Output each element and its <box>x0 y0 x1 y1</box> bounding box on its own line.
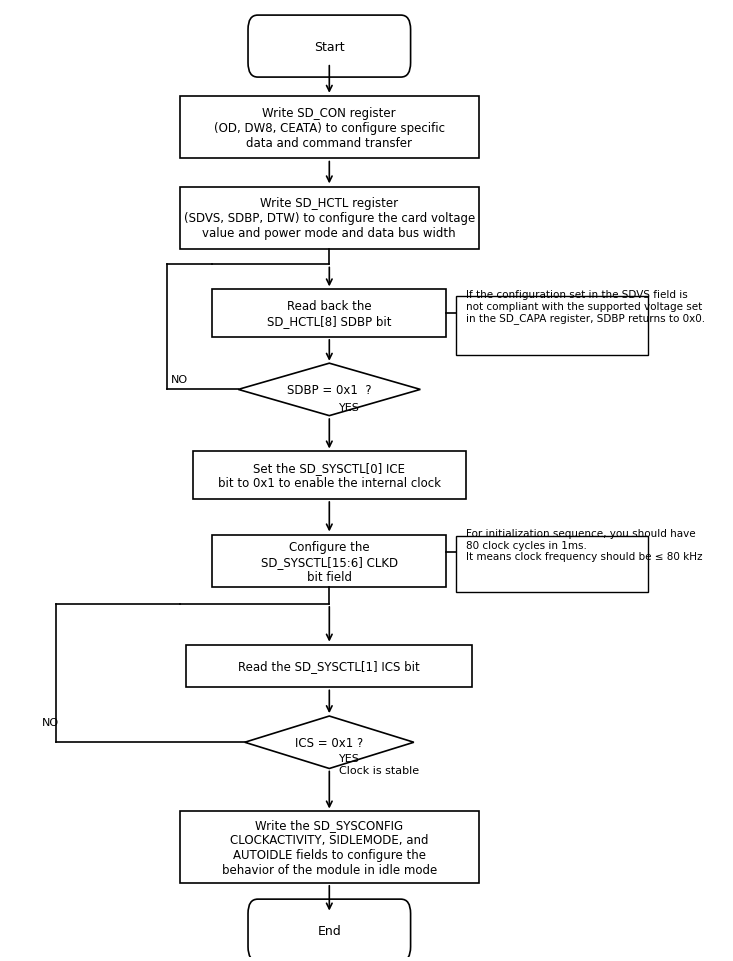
Bar <box>180 97 479 159</box>
Bar <box>186 645 472 688</box>
Text: YES: YES <box>339 753 360 764</box>
Text: Clock is stable: Clock is stable <box>339 765 419 776</box>
Text: ICS = 0x1 ?: ICS = 0x1 ? <box>295 736 364 749</box>
Text: Configure the
SD_SYSCTL[15:6] CLKD
bit field: Configure the SD_SYSCTL[15:6] CLKD bit f… <box>261 540 398 583</box>
Text: For initialization sequence, you should have
80 clock cycles in 1ms.
It means cl: For initialization sequence, you should … <box>466 529 702 562</box>
Text: NO: NO <box>42 718 59 727</box>
Bar <box>213 535 446 588</box>
Bar <box>456 297 648 356</box>
Text: Read back the
SD_HCTL[8] SDBP bit: Read back the SD_HCTL[8] SDBP bit <box>267 300 391 328</box>
Text: Set the SD_SYSCTL[0] ICE
bit to 0x1 to enable the internal clock: Set the SD_SYSCTL[0] ICE bit to 0x1 to e… <box>218 461 441 490</box>
Text: Write the SD_SYSCONFIG
CLOCKACTIVITY, SIDLEMODE, and
AUTOIDLE fields to configur: Write the SD_SYSCONFIG CLOCKACTIVITY, SI… <box>221 819 437 876</box>
Text: NO: NO <box>170 375 188 384</box>
FancyBboxPatch shape <box>248 16 410 78</box>
Text: Write SD_CON register
(OD, DW8, CEATA) to configure specific
data and command tr: Write SD_CON register (OD, DW8, CEATA) t… <box>214 107 445 150</box>
Text: If the configuration set in the SDVS field is
not compliant with the supported v: If the configuration set in the SDVS fie… <box>466 290 705 324</box>
Polygon shape <box>238 364 420 416</box>
Text: SDBP = 0x1  ?: SDBP = 0x1 ? <box>287 383 372 397</box>
Polygon shape <box>245 716 414 769</box>
Bar <box>193 452 466 500</box>
FancyBboxPatch shape <box>248 899 410 961</box>
Text: Start: Start <box>314 40 345 54</box>
Bar <box>180 187 479 250</box>
Text: Read the SD_SYSCTL[1] ICS bit: Read the SD_SYSCTL[1] ICS bit <box>238 660 420 673</box>
Text: End: End <box>317 924 341 937</box>
Bar <box>180 811 479 883</box>
Text: YES: YES <box>339 402 360 412</box>
Text: Write SD_HCTL register
(SDVS, SDBP, DTW) to configure the card voltage
value and: Write SD_HCTL register (SDVS, SDBP, DTW)… <box>184 197 475 240</box>
Bar <box>456 536 648 592</box>
Bar <box>213 290 446 337</box>
